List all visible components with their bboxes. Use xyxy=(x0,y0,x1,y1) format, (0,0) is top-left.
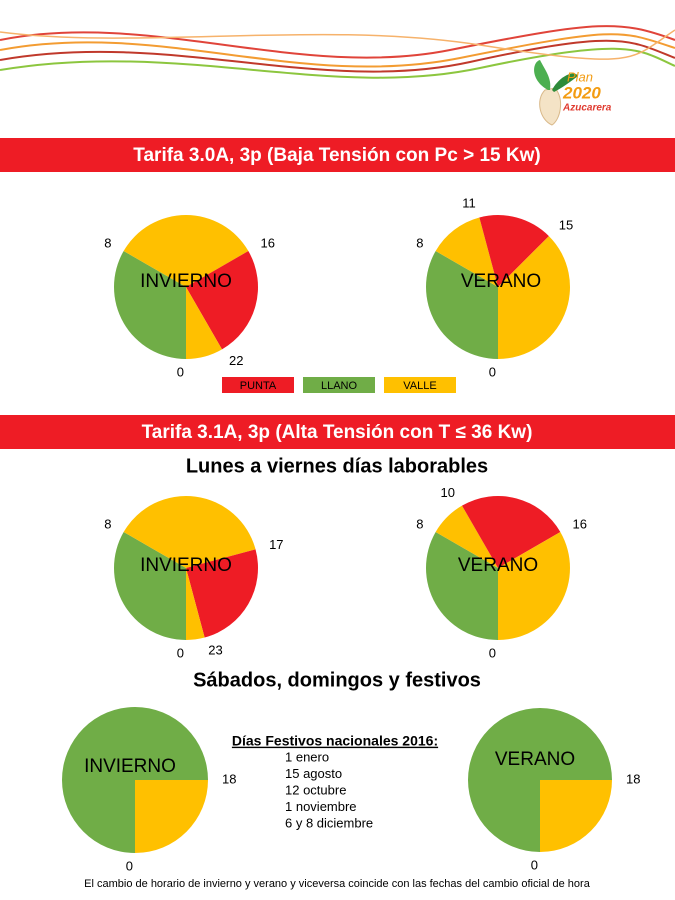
pie-segment xyxy=(186,549,258,638)
holiday-item: 1 noviembre xyxy=(285,799,357,814)
pie-name: INVIERNO xyxy=(140,555,232,576)
title-bar xyxy=(0,138,675,172)
logo-year: 2020 xyxy=(562,83,601,102)
legend-label: LLANO xyxy=(321,380,358,392)
section-title: Tarifa 3.1A, 3p (Alta Tensión con T ≤ 36… xyxy=(142,422,533,443)
wave xyxy=(0,25,675,59)
pie-segment xyxy=(135,780,208,853)
pie-name: INVIERNO xyxy=(84,756,176,777)
hour-label: 11 xyxy=(462,195,476,210)
wave xyxy=(0,33,675,68)
hour-label: 8 xyxy=(104,235,111,250)
holiday-item: 6 y 8 diciembre xyxy=(285,815,373,830)
pie-name: INVIERNO xyxy=(140,271,232,292)
wave xyxy=(0,29,675,60)
hour-label: 23 xyxy=(208,643,222,658)
logo-leaf xyxy=(534,60,551,90)
pie-segment xyxy=(435,217,498,287)
pie-segment xyxy=(435,505,498,568)
pie-segment xyxy=(186,251,259,350)
holiday-item: 1 enero xyxy=(285,749,329,764)
pie-segment xyxy=(426,251,498,359)
hour-label: 15 xyxy=(559,218,573,233)
wave xyxy=(0,47,675,79)
holiday-item: 12 octubre xyxy=(285,782,346,797)
hour-label: 0 xyxy=(489,364,496,379)
logo-beet xyxy=(539,87,562,126)
pie-segment xyxy=(123,214,249,287)
pie-segment xyxy=(498,236,570,359)
holiday-item: 15 agosto xyxy=(285,766,342,781)
pie-segment xyxy=(479,215,549,287)
logo-brand: Azucarera xyxy=(562,103,612,114)
legend-swatch xyxy=(222,377,294,393)
hour-label: 8 xyxy=(416,235,423,250)
header-waves xyxy=(0,25,675,79)
hour-label: 18 xyxy=(626,771,640,786)
logo: Plan 2020 Azucarera xyxy=(534,60,612,126)
pie-name: VERANO xyxy=(461,271,541,292)
legend-swatch xyxy=(303,377,375,393)
wave xyxy=(0,39,675,73)
pie-segment xyxy=(123,496,256,568)
hour-label: 16 xyxy=(572,516,586,531)
hour-label: 10 xyxy=(441,485,455,500)
pie-segment xyxy=(498,532,570,640)
logo-word: Plan xyxy=(567,69,593,84)
hour-label: 0 xyxy=(126,858,133,873)
pie-name: VERANO xyxy=(458,555,538,576)
holidays-title: Días Festivos nacionales 2016: xyxy=(232,733,438,749)
legend-label: PUNTA xyxy=(240,380,277,392)
pie-segment xyxy=(425,532,498,640)
legend-label: VALLE xyxy=(403,380,436,392)
pie-segment xyxy=(113,532,186,640)
hour-label: 16 xyxy=(260,235,274,250)
footer: El cambio de horario de invierno y veran… xyxy=(84,878,591,890)
title-bar xyxy=(0,415,675,449)
hour-label: 0 xyxy=(489,645,496,660)
pie-segment xyxy=(186,568,205,640)
pie-segment xyxy=(462,496,561,568)
legend-swatch xyxy=(384,377,456,393)
pie-name: VERANO xyxy=(495,749,575,770)
hour-label: 8 xyxy=(104,516,111,531)
hour-label: 0 xyxy=(531,857,538,872)
hour-label: 8 xyxy=(416,516,423,531)
hour-label: 0 xyxy=(177,645,184,660)
heading: Lunes a viernes días laborables xyxy=(186,455,488,477)
pie-segment xyxy=(540,780,612,852)
section-title: Tarifa 3.0A, 3p (Baja Tensión con Pc > 1… xyxy=(133,145,540,166)
hour-label: 18 xyxy=(222,771,236,786)
logo-leaf xyxy=(552,73,578,92)
pie-segment xyxy=(186,287,222,359)
pie-segment xyxy=(114,251,186,359)
hour-label: 22 xyxy=(229,353,243,368)
hour-label: 17 xyxy=(269,537,283,552)
heading: Sábados, domingos y festivos xyxy=(193,669,481,691)
hour-label: 0 xyxy=(177,364,184,379)
